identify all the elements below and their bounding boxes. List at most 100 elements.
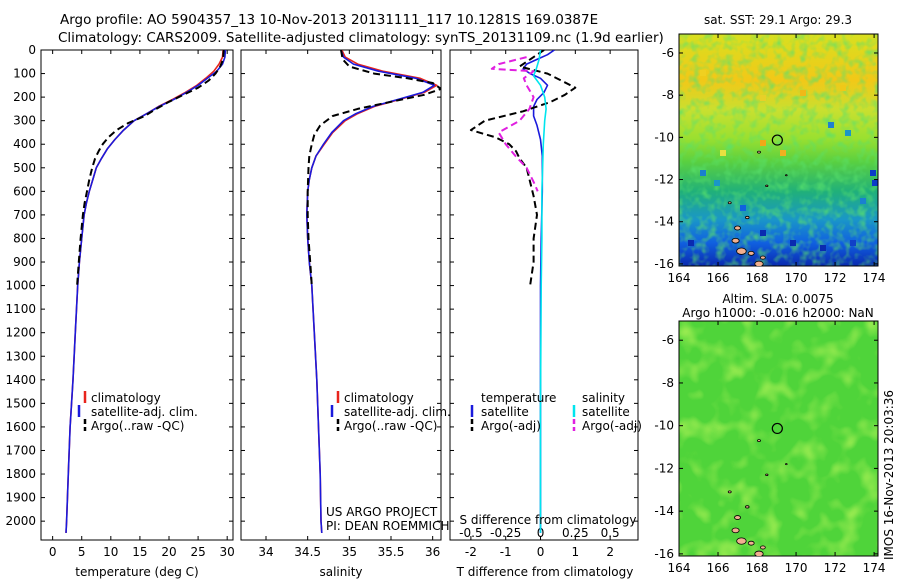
x-tick-label: 15 (132, 545, 147, 559)
map-x-tick-label: 172 (824, 561, 847, 575)
y-tick-label: 700 (13, 208, 36, 222)
island (747, 540, 755, 546)
sst-map-title: sat. SST: 29.1 Argo: 29.3 (704, 13, 852, 27)
map-y-tick-label: -12 (654, 461, 674, 475)
sla-map-title-line1: Altim. SLA: 0.0075 (722, 292, 833, 306)
x-tick-label: 36 (425, 545, 440, 559)
series-line (65, 50, 224, 533)
y-tick-label: 1700 (5, 443, 36, 457)
y-tick-label: 2000 (5, 514, 36, 528)
x-tick-label: 35.5 (378, 545, 405, 559)
island (734, 515, 741, 520)
secondary-x-tick-label: -0.25 (490, 526, 521, 540)
island (765, 473, 769, 477)
secondary-x-tick-label: 0.5 (601, 526, 620, 540)
y-tick-label: 1000 (5, 279, 36, 293)
series-line (522, 50, 555, 533)
y-tick-label: 500 (13, 161, 36, 175)
figure-title-line1: Argo profile: AO 5904357_13 10-Nov-2013 … (60, 12, 598, 28)
island (745, 215, 750, 220)
island (734, 225, 741, 231)
x-tick-label: 2 (606, 545, 614, 559)
series-line (469, 50, 577, 286)
x-tick-label: 5 (78, 545, 86, 559)
map-y-tick-label: -14 (654, 215, 674, 229)
salinity-xlabel: salinity (319, 565, 362, 579)
y-tick-label: 1600 (5, 420, 36, 434)
sst-cell (850, 240, 856, 246)
sst-cell (828, 122, 834, 128)
sst-cell (840, 85, 846, 91)
profile-location-marker (771, 134, 783, 146)
sst-map-frame (678, 33, 879, 267)
island (785, 463, 788, 466)
y-tick-label: 1300 (5, 349, 36, 363)
secondary-x-tick-label: 0.25 (562, 526, 589, 540)
x-tick-label: 1 (572, 545, 580, 559)
sst-cell (740, 205, 746, 211)
map-x-tick-label: 174 (863, 561, 886, 575)
x-tick-label: 30 (220, 545, 235, 559)
profile-location-marker (771, 422, 783, 435)
map-x-tick-label: 172 (824, 271, 847, 285)
x-tick-label: 10 (103, 545, 118, 559)
x-tick-label: 34 (258, 545, 273, 559)
difference-series (469, 50, 577, 533)
sst-islands (727, 150, 788, 266)
series-line (76, 50, 225, 286)
salinity-axes: 34 34.5 35 35.5 36 (241, 49, 441, 559)
salinity-legend: climatology satellite-adj. clim. Argo(..… (326, 391, 451, 533)
island (736, 537, 747, 545)
difference-xlabel: T difference from climatology (456, 565, 634, 579)
island (754, 550, 764, 556)
island (785, 174, 788, 177)
y-tick-label: 300 (13, 114, 36, 128)
island (747, 250, 755, 256)
series-line (306, 50, 441, 286)
sst-map-field (679, 34, 878, 266)
map-y-tick-label: -6 (662, 46, 674, 60)
x-tick-label: 25 (190, 545, 205, 559)
y-tick-label: 400 (13, 137, 36, 151)
series-line (305, 50, 436, 533)
y-tick-label: 900 (13, 255, 36, 269)
temperature-xlabel: temperature (deg C) (75, 565, 198, 579)
sst-cell (760, 230, 766, 236)
legend-label-argo: Argo(..raw -QC) (91, 419, 184, 433)
map-y-tick-label: -10 (654, 419, 674, 433)
series-line (490, 56, 539, 192)
map-y-tick-label: -14 (654, 504, 674, 518)
legend-label-satellite-adj: satellite-adj. clim. (344, 405, 451, 419)
map-y-tick-label: -10 (654, 130, 674, 144)
sst-cells (688, 70, 878, 251)
sla-map-title-line2: Argo h1000: -0.016 h2000: NaN (682, 306, 874, 320)
sst-cell (714, 180, 720, 186)
legend-title-salinity: salinity (582, 391, 625, 405)
temperature-series (65, 50, 227, 533)
sla-map-field (679, 321, 878, 556)
legend-label-t-argo: Argo(-adj) (481, 419, 541, 433)
sla-texture (679, 321, 878, 556)
map-x-tick-label: 164 (668, 561, 691, 575)
y-tick-label: 600 (13, 184, 36, 198)
map-x-tick-label: 166 (707, 271, 730, 285)
island (736, 247, 747, 255)
legend-label-climatology: climatology (91, 391, 161, 405)
island (760, 255, 766, 260)
legend-label-satellite-adj: satellite-adj. clim. (91, 405, 198, 419)
map-y-tick-label: -8 (662, 376, 674, 390)
series-line (305, 50, 438, 533)
y-tick-label: 100 (13, 67, 36, 81)
map-x-tick-label: 170 (785, 561, 808, 575)
legend-label-argo: Argo(..raw -QC) (344, 419, 437, 433)
map-x-tick-label: 168 (746, 561, 769, 575)
y-tick-label: 1800 (5, 467, 36, 481)
sst-cell (720, 150, 726, 156)
x-tick-label: 0 (49, 545, 57, 559)
x-tick-label: 35 (342, 545, 357, 559)
difference-secondary-xlabel: S difference from climatology (460, 513, 637, 527)
map-y-tick-label: -12 (654, 173, 674, 187)
island (757, 150, 761, 154)
sst-cell (820, 245, 826, 251)
y-tick-label: 1400 (5, 373, 36, 387)
